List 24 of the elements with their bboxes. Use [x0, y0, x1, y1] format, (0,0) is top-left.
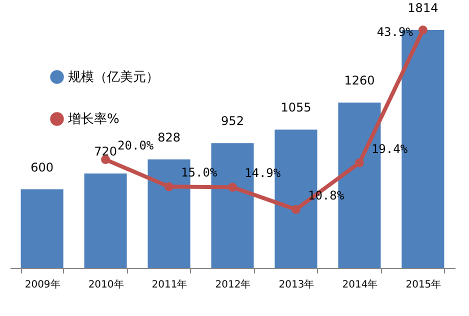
x-tick-label: 2011年 [152, 278, 188, 290]
x-tick-label: 2012年 [215, 278, 251, 290]
data-label: 600 [30, 160, 54, 174]
x-tick-label: 2015年 [406, 278, 442, 290]
data-label: 720 [94, 144, 117, 159]
point [292, 204, 300, 214]
legend-label: 规模（亿美元） [68, 69, 159, 85]
x-tick-label: 2009年 [24, 278, 60, 290]
x-tick-label: 2013年 [278, 278, 314, 290]
legend-label: 增长率% [67, 111, 120, 127]
data-label: 1055 [280, 100, 312, 115]
data-label: 952 [221, 114, 244, 128]
point [164, 182, 174, 192]
bar [84, 174, 127, 268]
data-label: 20.0% [118, 138, 154, 153]
x-tick-label: 2014年 [342, 278, 378, 290]
data-label: 828 [158, 130, 180, 144]
point [228, 182, 237, 192]
data-label: 1814 [408, 1, 438, 15]
point [354, 158, 364, 168]
data-label: 1260 [344, 74, 375, 88]
bar [20, 189, 64, 268]
point [418, 26, 428, 34]
x-tick-label: 2010年 [88, 278, 124, 290]
